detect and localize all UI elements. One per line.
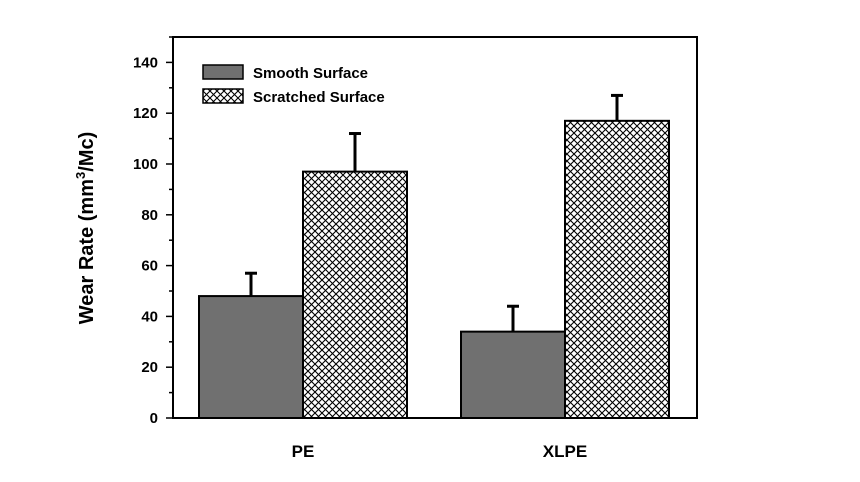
y-tick-label: 40	[141, 308, 158, 325]
y-tick-label: 100	[133, 156, 158, 173]
bar-xlpe-scratched	[564, 119, 670, 419]
y-axis-title-main: Wear Rate (mm	[76, 179, 98, 324]
y-tick-label: 140	[133, 54, 158, 71]
error-bars	[245, 93, 623, 332]
bar-xlpe-smooth	[460, 330, 566, 420]
y-axis-title-tail: /Mc)	[76, 132, 98, 172]
y-tick-label: 0	[150, 410, 158, 427]
y-axis-title-superscript: 3	[73, 172, 88, 179]
legend: Smooth Surface Scratched Surface	[202, 64, 385, 106]
y-tick-label: 80	[141, 207, 158, 224]
y-tick-label: 20	[141, 359, 158, 376]
legend-label-scratched: Scratched Surface	[253, 89, 385, 106]
y-tick-label: 120	[133, 105, 158, 122]
y-tick-label: 60	[141, 258, 158, 275]
bar-pe-scratched	[302, 170, 408, 419]
bars	[198, 119, 670, 420]
bar-pe-smooth	[198, 295, 304, 419]
y-axis-title: Wear Rate (mm3/Mc)	[73, 132, 98, 324]
y-axis-ticks: 0 20 40 60 80 100 120 140	[133, 36, 173, 427]
category-label: PE	[292, 442, 315, 461]
legend-swatch-scratched	[202, 88, 244, 104]
category-labels: PE XLPE	[292, 442, 588, 461]
legend-label-smooth: Smooth Surface	[253, 65, 368, 82]
legend-swatch-smooth	[202, 64, 244, 80]
plot-frame	[172, 36, 698, 419]
category-label: XLPE	[543, 442, 587, 461]
